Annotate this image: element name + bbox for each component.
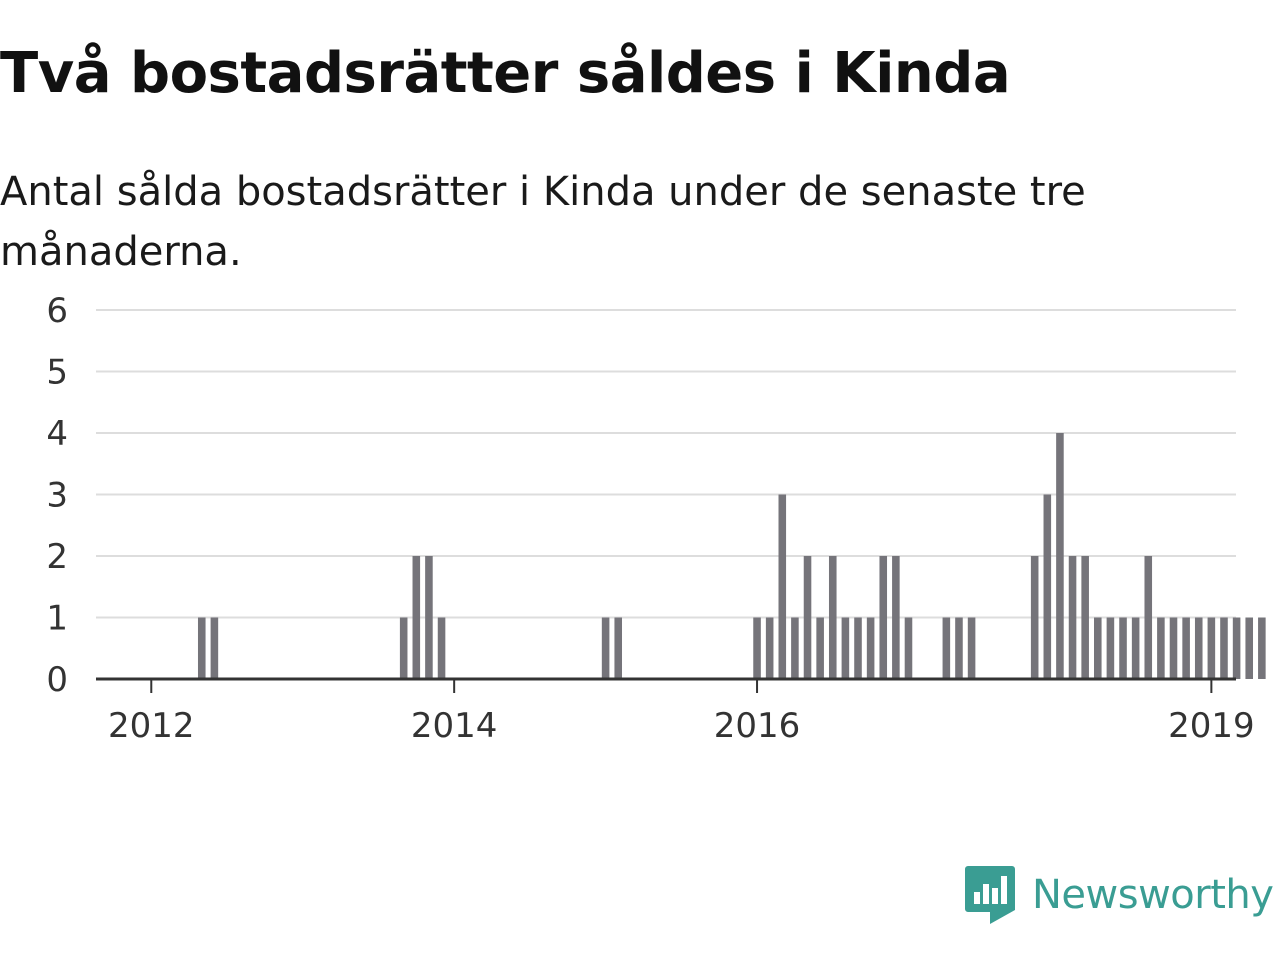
newsworthy-logo-text: Newsworthy <box>1032 872 1274 918</box>
bar <box>816 617 824 679</box>
bar <box>1144 556 1153 679</box>
bar <box>210 617 219 679</box>
y-tick-label: 6 <box>46 291 68 331</box>
bar <box>967 617 976 679</box>
bar <box>1194 617 1203 679</box>
bar <box>1119 617 1127 679</box>
bar <box>1207 617 1216 679</box>
bar <box>841 617 850 679</box>
x-tick-label: 2016 <box>714 706 801 746</box>
y-tick-label: 4 <box>46 414 68 454</box>
bar <box>791 617 799 679</box>
bar <box>955 617 963 679</box>
x-tick-label: 2019 <box>1168 706 1255 746</box>
bar <box>866 617 875 679</box>
bar <box>412 556 421 679</box>
x-tick-label: 2012 <box>108 706 195 746</box>
bar <box>197 617 206 679</box>
bar <box>1169 617 1178 679</box>
bar <box>892 556 900 679</box>
bar <box>614 617 623 679</box>
bar <box>1182 617 1190 679</box>
bar <box>1081 556 1089 679</box>
bar <box>1245 617 1254 679</box>
bar <box>1157 617 1165 679</box>
bar <box>778 494 787 679</box>
y-tick-label: 5 <box>46 353 68 393</box>
bar <box>1220 617 1228 679</box>
bar <box>942 617 951 679</box>
newsworthy-logo[interactable]: Newsworthy <box>964 864 1274 926</box>
bar <box>437 617 446 679</box>
bar <box>765 617 774 679</box>
x-ticks <box>150 679 1213 693</box>
y-tick-label: 0 <box>46 660 68 700</box>
newsworthy-logo-icon <box>965 866 1015 924</box>
bar <box>854 617 862 679</box>
bar <box>879 556 888 679</box>
bar <box>1258 617 1266 679</box>
bar <box>1068 556 1077 679</box>
bar <box>753 617 761 679</box>
bar <box>1043 494 1052 679</box>
x-tick-labels: 2012201420162019202120232025 <box>108 706 1255 746</box>
page-title: Två bostadsrätter såldes i Kinda <box>0 41 1011 106</box>
bar <box>1094 617 1102 679</box>
grid-lines <box>96 309 1236 619</box>
bar <box>425 556 433 679</box>
y-tick-label: 3 <box>46 476 68 516</box>
y-tick-label: 2 <box>46 537 68 577</box>
page-subtitle: Antal sålda bostadsrätter i Kinda under … <box>0 169 1086 275</box>
x-tick-label: 2014 <box>411 706 498 746</box>
bar <box>601 617 610 679</box>
bar <box>904 617 913 679</box>
y-tick-label: 1 <box>46 599 68 639</box>
bar <box>1131 617 1140 679</box>
bar <box>828 556 837 679</box>
bars <box>197 433 1266 679</box>
bar <box>1106 617 1115 679</box>
bar <box>803 556 812 679</box>
bar <box>1030 556 1039 679</box>
bar <box>399 617 408 679</box>
bar <box>1232 617 1241 679</box>
bar <box>1056 433 1064 679</box>
y-tick-labels: 0 1 2 3 4 5 6 <box>46 291 68 700</box>
